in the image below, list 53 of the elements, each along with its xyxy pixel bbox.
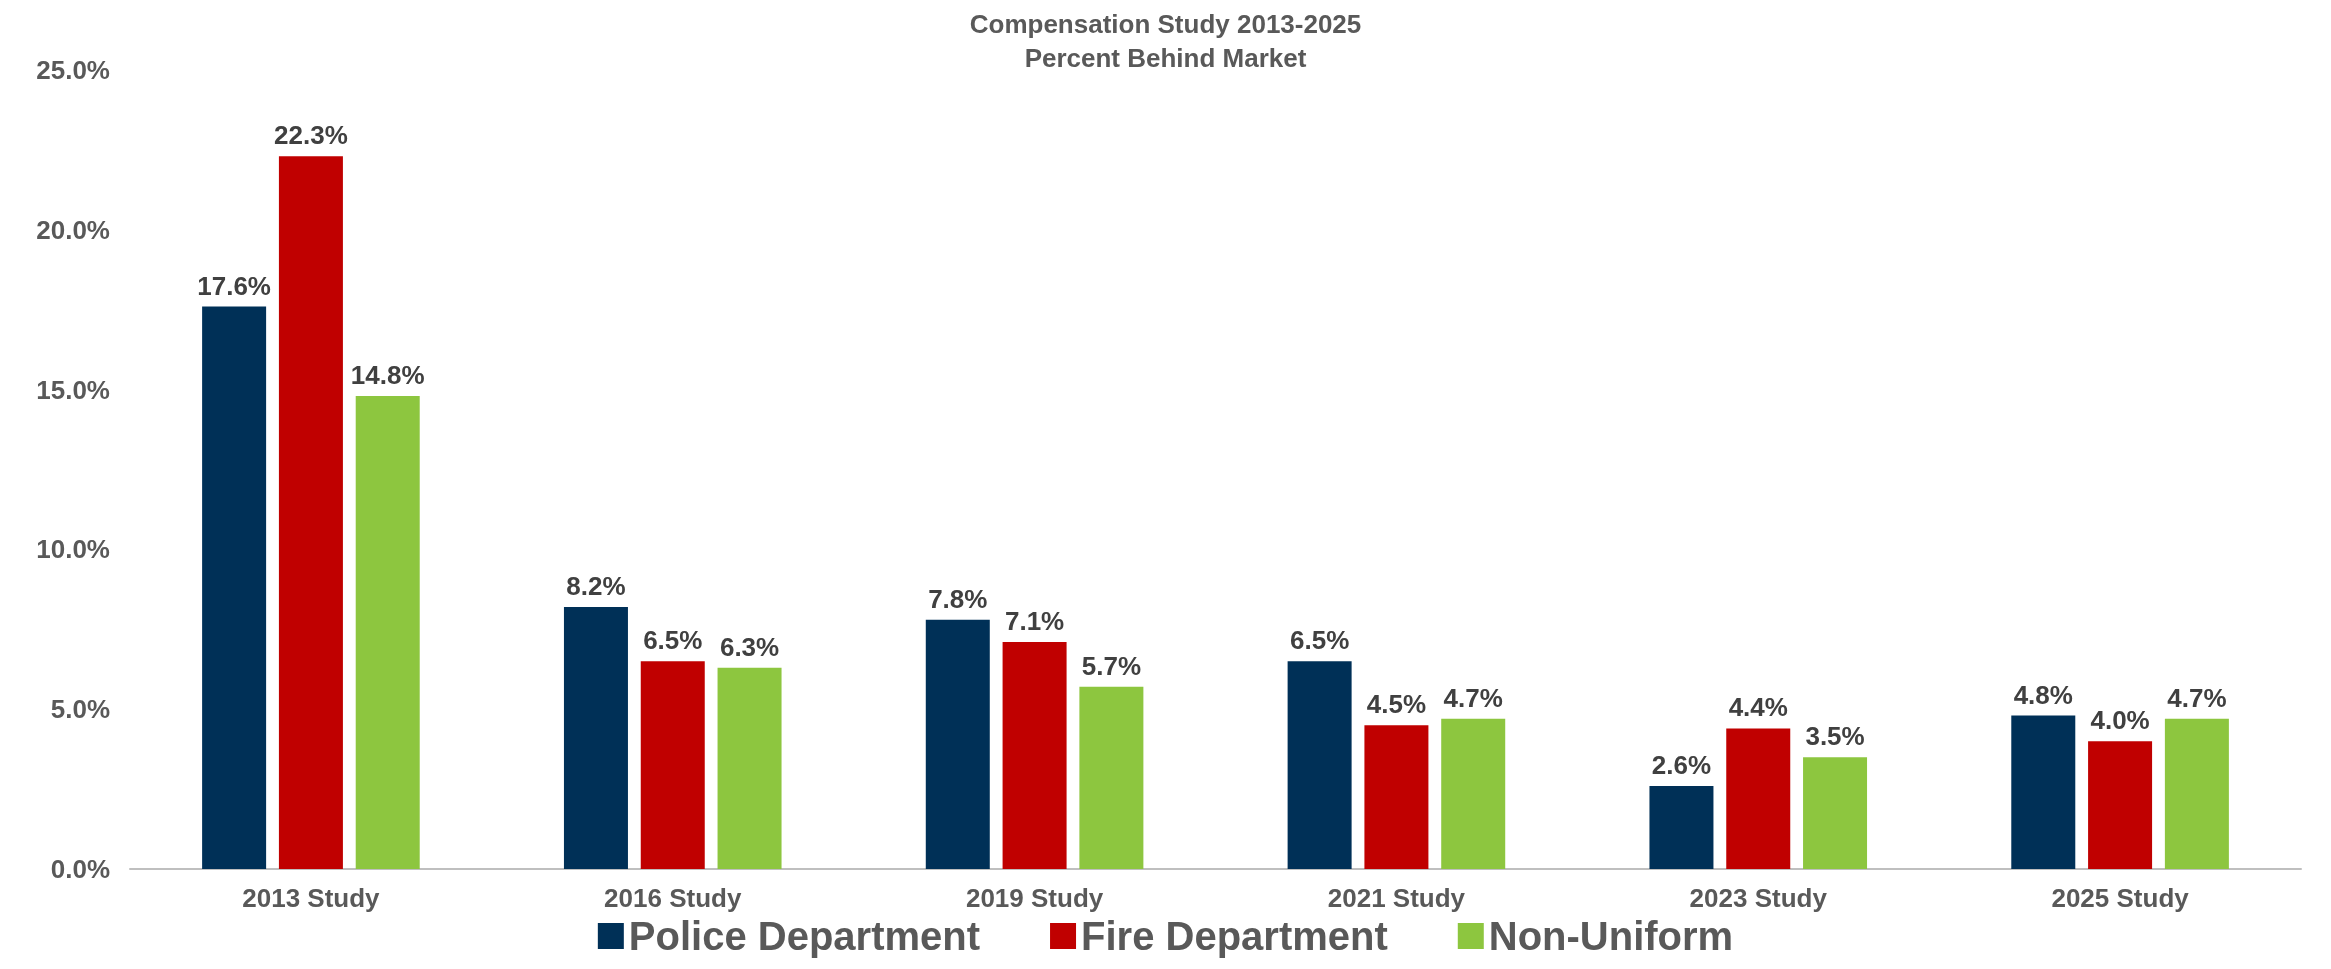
bar bbox=[1364, 725, 1429, 869]
y-tick-label: 0.0% bbox=[50, 854, 110, 884]
bar bbox=[1441, 718, 1506, 869]
legend-label: Fire Department bbox=[1081, 914, 1388, 958]
data-label: 5.7% bbox=[1081, 650, 1142, 681]
bar bbox=[1726, 728, 1791, 869]
data-label: 17.6% bbox=[197, 270, 271, 301]
data-label: 4.7% bbox=[2167, 682, 2227, 713]
data-label: 14.8% bbox=[350, 359, 425, 390]
data-label: 2.6% bbox=[1651, 749, 1712, 780]
data-label: 4.0% bbox=[2090, 705, 2150, 736]
data-label: 6.5% bbox=[1289, 625, 1350, 656]
bar bbox=[1649, 785, 1714, 869]
x-tick-label: 2025 Study bbox=[2051, 883, 2190, 913]
bar bbox=[355, 395, 420, 869]
y-tick-label: 10.0% bbox=[36, 534, 110, 565]
legend-label: Non-Uniform bbox=[1488, 914, 1734, 958]
data-label: 6.3% bbox=[719, 631, 780, 662]
bar bbox=[563, 606, 628, 869]
y-tick-label: 25.0% bbox=[36, 55, 110, 85]
x-tick-label: 2019 Study bbox=[965, 883, 1104, 913]
bar bbox=[1803, 757, 1868, 869]
y-tick-label: 15.0% bbox=[36, 374, 110, 405]
bar bbox=[1079, 686, 1144, 869]
data-label: 7.8% bbox=[928, 583, 988, 614]
data-label: 4.4% bbox=[1728, 692, 1788, 723]
bar bbox=[1002, 642, 1067, 869]
bar bbox=[2088, 741, 2153, 869]
y-tick-label: 20.0% bbox=[36, 214, 110, 245]
bar bbox=[278, 156, 343, 869]
data-label: 3.5% bbox=[1805, 721, 1865, 752]
y-tick-label: 5.0% bbox=[50, 694, 110, 725]
data-label: 6.5% bbox=[643, 625, 703, 656]
bar bbox=[717, 667, 782, 869]
bar bbox=[2164, 718, 2229, 869]
x-tick-label: 2013 Study bbox=[242, 883, 381, 913]
chart-subtitle: Percent Behind Market bbox=[1024, 43, 1307, 73]
x-tick-label: 2021 Study bbox=[1327, 883, 1466, 913]
bar bbox=[925, 619, 990, 869]
data-label: 7.1% bbox=[1004, 606, 1065, 637]
x-tick-label: 2023 Study bbox=[1689, 883, 1828, 913]
legend-label: Police Department bbox=[628, 914, 981, 958]
bar bbox=[1287, 661, 1352, 869]
data-label: 4.8% bbox=[2013, 679, 2073, 710]
data-label: 22.3% bbox=[274, 120, 348, 151]
data-label: 8.2% bbox=[566, 570, 626, 601]
bar bbox=[640, 661, 705, 869]
bar bbox=[2011, 715, 2076, 869]
bar bbox=[202, 306, 267, 869]
data-label: 4.5% bbox=[1366, 689, 1427, 720]
chart-title: Compensation Study 2013-2025 bbox=[969, 9, 1362, 39]
data-label: 4.7% bbox=[1443, 682, 1503, 713]
x-tick-label: 2016 Study bbox=[604, 883, 742, 913]
